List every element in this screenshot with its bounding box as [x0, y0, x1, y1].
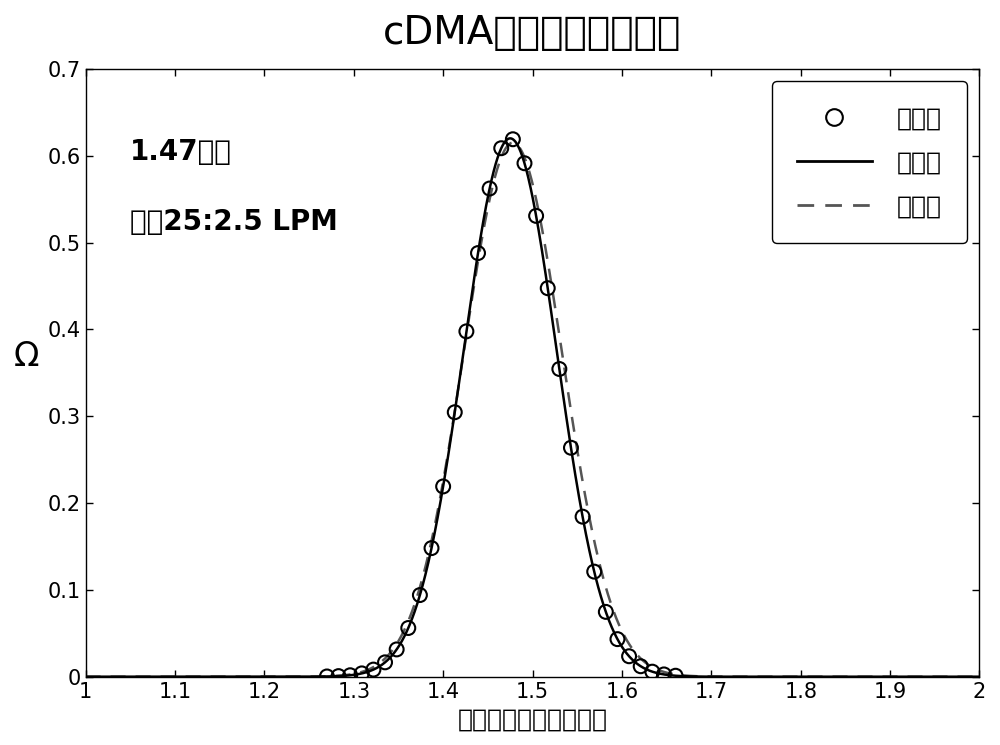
Point — [400, 622, 416, 634]
Point — [563, 442, 579, 454]
Point — [668, 670, 684, 682]
Text: 流量25:2.5 LPM: 流量25:2.5 LPM — [130, 208, 338, 236]
Point — [458, 326, 474, 337]
Point — [609, 633, 625, 645]
Point — [586, 565, 602, 577]
Point — [470, 247, 486, 259]
Point — [342, 669, 358, 681]
Point — [528, 210, 544, 222]
Point — [656, 668, 672, 680]
Point — [505, 133, 521, 145]
Y-axis label: Ω: Ω — [14, 340, 39, 372]
Point — [551, 363, 567, 375]
Point — [389, 644, 405, 656]
Point — [354, 668, 370, 679]
Point — [540, 282, 556, 294]
Point — [598, 606, 614, 618]
Text: 1.47纳米: 1.47纳米 — [130, 139, 232, 166]
Title: cDMA传输方程标定结果: cDMA传输方程标定结果 — [383, 14, 682, 52]
Point — [365, 664, 381, 676]
Point — [575, 511, 591, 523]
X-axis label: 电迁移率粒径（纳米）: 电迁移率粒径（纳米） — [458, 707, 608, 731]
Point — [377, 656, 393, 668]
Point — [435, 481, 451, 492]
Point — [447, 406, 463, 418]
Point — [493, 142, 509, 154]
Point — [644, 666, 660, 678]
Point — [331, 670, 347, 682]
Point — [482, 183, 498, 194]
Legend: 测量値, 拟合値, 理论値: 测量値, 拟合値, 理论値 — [772, 81, 967, 244]
Point — [621, 650, 637, 662]
Point — [633, 660, 649, 672]
Point — [424, 542, 440, 554]
Point — [319, 670, 335, 682]
Point — [412, 589, 428, 601]
Point — [516, 157, 532, 169]
